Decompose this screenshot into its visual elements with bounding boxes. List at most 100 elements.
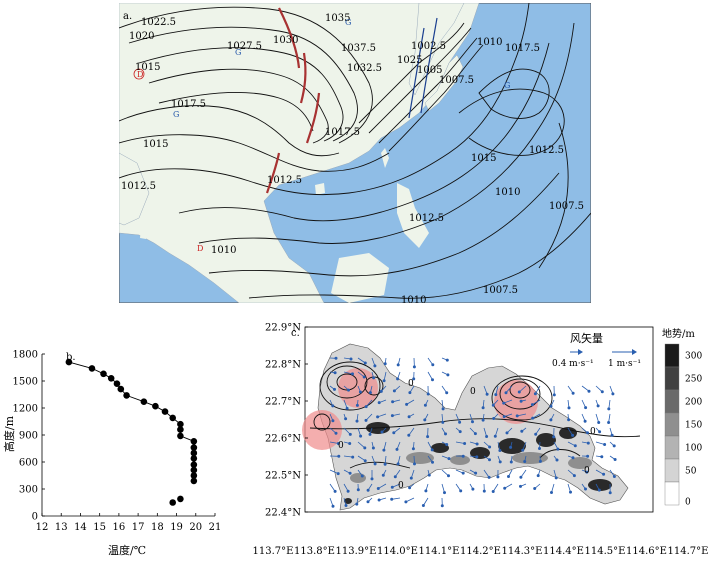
wind-arrow-head	[338, 455, 340, 457]
x-tick-label: 20	[189, 522, 202, 533]
wind-arrow-head	[447, 475, 449, 477]
wind-arrow-head	[345, 418, 347, 420]
wind-arrow-head	[363, 376, 365, 378]
wind-arrow-head	[550, 405, 552, 407]
wind-arrow-head	[608, 408, 610, 410]
terrain-wind-panel: 0 0 0 0 0 0 c. 风矢量 0.4 m·s⁻¹ 1 m·s⁻¹ 地势/…	[240, 318, 709, 562]
wind-arrow-head	[373, 377, 375, 379]
wind-arrow-head	[382, 474, 384, 476]
wind-arrow-head	[408, 416, 410, 418]
y-tick-label: 1800	[13, 350, 38, 361]
wind-arrow-head	[409, 487, 411, 489]
colorbar-swatch	[665, 436, 679, 459]
lon-tick-label: 113.8°E	[294, 546, 335, 557]
wind-arrow-head	[369, 433, 371, 435]
wind-arrow-head	[482, 419, 484, 421]
isobar-label: 1010	[495, 187, 520, 198]
wind-arrow-head	[365, 419, 367, 421]
wind-arrow-head	[531, 404, 533, 406]
wind-arrow-head	[335, 432, 337, 434]
wind-arrow-head	[350, 358, 352, 360]
wind-arrow-head	[604, 443, 606, 445]
wind-arrow-head	[431, 449, 433, 451]
wind-arrow-head	[424, 419, 426, 421]
wind-arrow-head	[377, 416, 379, 418]
wind-arrow-head	[335, 357, 337, 359]
wind-arrow-head	[364, 447, 366, 449]
wind-arrow-head	[397, 378, 399, 380]
data-point	[191, 438, 198, 445]
wind-arrow-head	[486, 393, 488, 395]
wind-arrow-head	[555, 477, 557, 479]
wind-arrow-head	[393, 432, 395, 434]
lon-tick-label: 113.7°E	[253, 546, 294, 557]
high-center: G	[504, 81, 510, 90]
wind-arrow-head	[425, 490, 427, 492]
y-tick-label: 900	[19, 431, 38, 442]
wind-arrow-head	[367, 501, 369, 503]
colorbar-swatch	[665, 459, 679, 482]
wind-arrow-head	[535, 433, 537, 435]
contour-label: 0	[408, 379, 414, 389]
wind-arrow-head	[483, 490, 485, 492]
wind-arrow-head	[550, 491, 552, 493]
wind-arrow-head	[422, 504, 424, 506]
isobar-label: 1017.5	[505, 43, 540, 54]
wind-arrow-head	[516, 415, 518, 417]
wind-arrow-head	[383, 380, 385, 382]
wind-arrow-head	[447, 374, 449, 376]
wind-arrow-head	[611, 434, 613, 436]
wind-arrow-head	[569, 491, 571, 493]
colorbar-tick-label: 300	[685, 352, 702, 362]
isobar-label: 1010	[211, 245, 236, 256]
isobar-label: 1017.5	[325, 127, 360, 138]
wind-arrow-head	[393, 390, 395, 392]
data-point	[118, 386, 125, 393]
data-point	[141, 398, 148, 405]
wind-arrow-head	[599, 431, 601, 433]
wind-arrow-head	[474, 433, 476, 435]
data-point	[169, 499, 176, 506]
isobar-label: 1012.5	[121, 181, 156, 192]
wind-arrow-head	[524, 460, 526, 462]
data-point	[177, 426, 184, 433]
wind-arrow-head	[377, 487, 379, 489]
wind-arrow-head	[431, 461, 433, 463]
wind-arrow-head	[476, 443, 478, 445]
wind-arrow-head	[427, 393, 429, 395]
lon-tick-label: 114.4°E	[543, 546, 584, 557]
wind-arrow-head	[601, 391, 603, 393]
low-label: 1015	[135, 62, 160, 73]
wind-arrow-head	[486, 435, 488, 437]
hainan	[315, 183, 325, 195]
wind-arrow-head	[518, 391, 520, 393]
lon-tick-label: 114.3°E	[502, 546, 543, 557]
wind-arrow-head	[337, 473, 339, 475]
wind-arrow-head	[588, 390, 590, 392]
wind-arrow-head	[492, 404, 494, 406]
wind-arrow-head	[446, 359, 448, 361]
contour-label: 0	[470, 387, 476, 397]
wind-arrow-head	[499, 449, 501, 451]
wind-arrow-head	[334, 372, 336, 374]
y-tick-label: 300	[19, 485, 38, 496]
wind-arrow-head	[332, 405, 334, 407]
synoptic-map-panel: 1022.5 1020 1027.5 1030 1032.5 1035 1037…	[119, 3, 591, 303]
wind-arrow-head	[534, 487, 536, 489]
wind-arrow-head	[507, 475, 509, 477]
wind-legend-large-label: 1 m·s⁻¹	[608, 359, 641, 369]
wind-arrow-head	[462, 472, 464, 474]
wind-arrow-head	[374, 365, 376, 367]
data-point	[100, 371, 107, 378]
wind-arrow-head	[409, 392, 411, 394]
wind-arrow-head	[597, 405, 599, 407]
data-point	[108, 375, 115, 382]
x-tick-label: 13	[55, 522, 68, 533]
wind-arrow-head	[459, 431, 461, 433]
data-point	[123, 392, 130, 399]
wind-arrow-head	[359, 391, 361, 393]
wind-legend-small-label: 0.4 m·s⁻¹	[552, 359, 594, 369]
wind-arrow-head	[349, 433, 351, 435]
wind-arrow-head	[587, 442, 589, 444]
wind-arrow-head	[349, 442, 351, 444]
